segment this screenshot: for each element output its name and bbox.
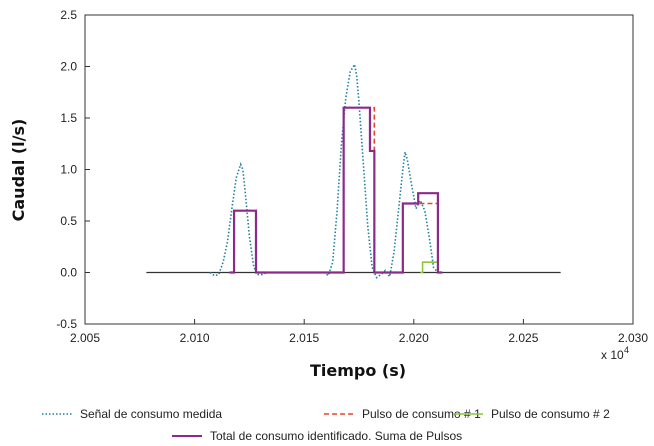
x-tick-label: 2.010 bbox=[180, 331, 210, 345]
legend-label-series-2: Pulso de consumo # 1 bbox=[362, 407, 481, 421]
x-tick-label: 2.005 bbox=[70, 331, 100, 345]
x-tick-label: 2.015 bbox=[289, 331, 319, 345]
x-axis-multiplier: x 10 bbox=[601, 348, 624, 362]
y-tick-label: 2.0 bbox=[60, 60, 77, 74]
x-tick-label: 2.020 bbox=[399, 331, 429, 345]
y-tick-label: 0.0 bbox=[60, 266, 77, 280]
y-tick-label: 1.5 bbox=[60, 111, 77, 125]
x-axis-multiplier-exponent: 4 bbox=[624, 345, 629, 355]
y-tick-label: 2.5 bbox=[60, 8, 77, 22]
series-line-1 bbox=[209, 62, 439, 279]
x-tick-label: 2.025 bbox=[508, 331, 538, 345]
legend-label-series-1: Señal de consumo medida bbox=[80, 407, 222, 421]
series-line-4 bbox=[229, 106, 443, 274]
y-tick-label: 1.0 bbox=[60, 163, 77, 177]
tick-layer: -0.5 0.0 0.5 1.0 1.5 2.0 2.5 2.005 2.010 2.015 2.0… bbox=[56, 8, 648, 345]
x-tick-label: 2.030 bbox=[618, 331, 648, 345]
legend-label-series-4: Total de consumo identificado. Suma de P… bbox=[210, 429, 462, 443]
legend-label-series-3: Pulso de consumo # 2 bbox=[491, 407, 610, 421]
legend: Señal de consumo medida Pulso de consumo… bbox=[42, 407, 610, 443]
x-axis-title: Tiempo (s) bbox=[310, 361, 406, 380]
y-axis-title: Caudal (l/s) bbox=[9, 119, 28, 222]
series-layer bbox=[146, 62, 561, 279]
y-tick-label: -0.5 bbox=[56, 317, 77, 331]
plot-area bbox=[84, 14, 634, 325]
y-tick-label: 0.5 bbox=[60, 214, 77, 228]
